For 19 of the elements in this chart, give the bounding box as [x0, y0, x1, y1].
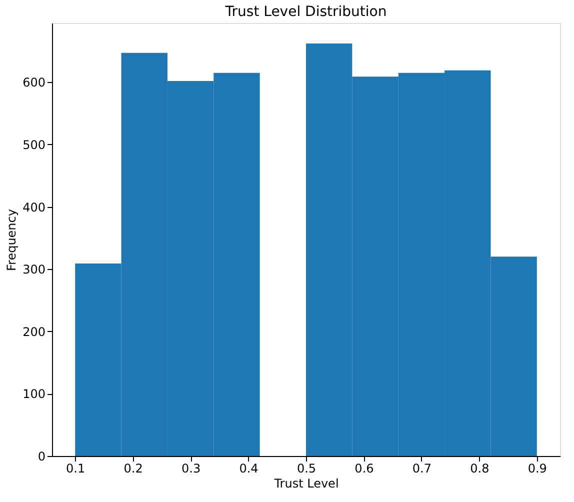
chart-title: Trust Level Distribution: [224, 4, 387, 20]
y-tick-label: 300: [22, 262, 46, 277]
y-tick-label: 0: [38, 450, 46, 464]
x-tick-label: 0.5: [296, 462, 316, 476]
x-tick-label: 0.3: [182, 462, 201, 476]
x-tick-label: 0.6: [354, 462, 374, 476]
y-tick-label: 500: [22, 138, 46, 152]
x-tick-label: 0.8: [470, 462, 490, 476]
x-tick-label: 0.7: [412, 462, 432, 476]
y-tick-label: 200: [22, 324, 46, 339]
x-axis-title: Trust Level: [273, 476, 339, 490]
y-tick-label: 400: [22, 200, 46, 214]
y-axis-title: Frequency: [4, 209, 19, 271]
x-tick-label: 0.9: [528, 462, 547, 476]
x-tick-label: 0.4: [239, 462, 258, 476]
x-tick-label: 0.1: [66, 462, 86, 476]
y-tick-label: 600: [22, 76, 46, 90]
x-tick-label: 0.2: [124, 462, 143, 476]
y-tick-label: 100: [22, 387, 46, 402]
